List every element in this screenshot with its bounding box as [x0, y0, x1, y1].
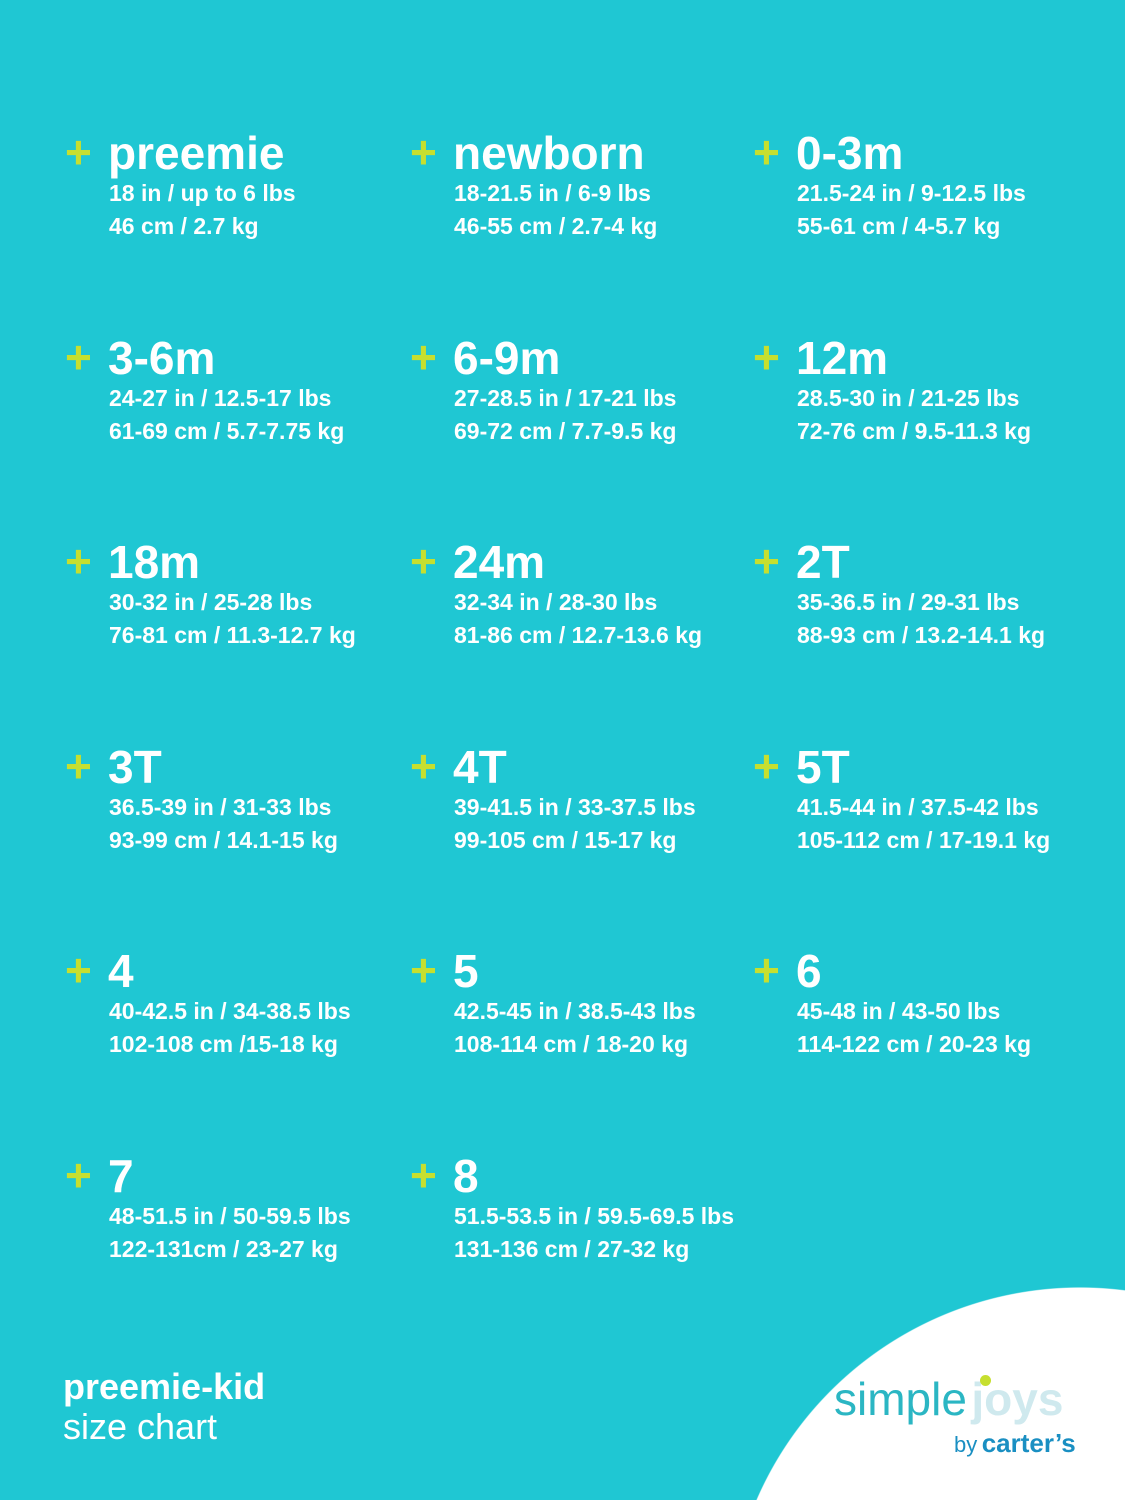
size-imperial: 36.5-39 in / 31-33 lbs: [109, 793, 332, 820]
size-imperial: 51.5-53.5 in / 59.5-69.5 lbs: [454, 1202, 734, 1229]
size-name: 6: [796, 945, 822, 997]
size-name: 2T: [796, 536, 850, 588]
size-name: 12m: [796, 331, 889, 384]
size-imperial: 45-48 in / 43-50 lbs: [797, 998, 1001, 1024]
size-imperial: 21.5-24 in / 9-12.5 lbs: [797, 180, 1026, 206]
size-metric: 81-86 cm / 12.7-13.6 kg: [454, 622, 703, 648]
size-imperial: 28.5-30 in / 21-25 lbs: [797, 384, 1020, 411]
plus-icon: +: [753, 944, 780, 996]
plus-icon: +: [410, 330, 437, 383]
size-metric: 93-99 cm / 14.1-15 kg: [109, 826, 338, 853]
size-metric: 55-61 cm / 4-5.7 kg: [797, 213, 1001, 239]
size-metric: 105-112 cm / 17-19.1 kg: [797, 826, 1051, 853]
size-name: preemie: [108, 127, 285, 179]
plus-icon: +: [65, 330, 92, 383]
plus-icon: +: [410, 739, 437, 792]
size-imperial: 42.5-45 in / 38.5-43 lbs: [454, 998, 696, 1024]
size-name: 8: [453, 1149, 479, 1202]
logo-joys: joys: [971, 1373, 1063, 1425]
size-metric: 72-76 cm / 9.5-11.3 kg: [797, 417, 1031, 444]
size-metric: 131-136 cm / 27-32 kg: [454, 1235, 690, 1262]
size-metric: 46-55 cm / 2.7-4 kg: [454, 213, 658, 239]
size-name: 24m: [453, 536, 546, 588]
size-imperial: 40-42.5 in / 34-38.5 lbs: [109, 998, 351, 1024]
size-imperial: 18-21.5 in / 6-9 lbs: [454, 180, 651, 206]
size-imperial: 18 in / up to 6 lbs: [109, 180, 296, 206]
size-imperial: 27-28.5 in / 17-21 lbs: [454, 384, 677, 411]
logo-by: by: [954, 1432, 978, 1457]
size-name: 4: [108, 945, 134, 997]
size-metric: 76-81 cm / 11.3-12.7 kg: [109, 622, 356, 648]
size-metric: 102-108 cm /15-18 kg: [109, 1031, 338, 1057]
size-name: 5T: [796, 740, 850, 793]
chart-title-line2: size chart: [63, 1406, 218, 1447]
plus-icon: +: [410, 1148, 437, 1201]
logo-simple: simple: [834, 1373, 967, 1425]
plus-icon: +: [410, 126, 437, 178]
logo-circle: [727, 1287, 1125, 1500]
chart-title: preemie-kid size chart: [63, 1368, 265, 1448]
plus-icon: +: [753, 330, 780, 383]
size-name: newborn: [453, 127, 645, 179]
logo-dot-icon: [980, 1375, 992, 1386]
plus-icon: +: [65, 944, 92, 996]
size-imperial: 41.5-44 in / 37.5-42 lbs: [797, 793, 1039, 820]
size-metric: 46 cm / 2.7 kg: [109, 213, 259, 239]
size-imperial: 48-51.5 in / 50-59.5 lbs: [109, 1202, 351, 1229]
size-name: 5: [453, 945, 479, 997]
size-name: 0-3m: [796, 127, 904, 179]
size-metric: 61-69 cm / 5.7-7.75 kg: [109, 417, 345, 444]
chart-title-line1: preemie-kid: [63, 1366, 266, 1407]
size-name: 6-9m: [453, 331, 561, 384]
size-metric: 108-114 cm / 18-20 kg: [454, 1031, 688, 1057]
size-name: 7: [108, 1149, 134, 1202]
plus-icon: +: [65, 535, 92, 587]
size-metric: 122-131cm / 23-27 kg: [109, 1235, 338, 1262]
size-imperial: 30-32 in / 25-28 lbs: [109, 589, 313, 615]
size-metric: 99-105 cm / 15-17 kg: [454, 826, 677, 853]
size-name: 3-6m: [108, 331, 216, 384]
plus-icon: +: [410, 944, 437, 996]
size-name: 3T: [108, 740, 162, 793]
size-metric: 69-72 cm / 7.7-9.5 kg: [454, 417, 677, 444]
size-name: 4T: [453, 740, 507, 793]
plus-icon: +: [65, 126, 92, 178]
plus-icon: +: [753, 739, 780, 792]
size-imperial: 24-27 in / 12.5-17 lbs: [109, 384, 332, 411]
size-imperial: 32-34 in / 28-30 lbs: [454, 589, 658, 615]
plus-icon: +: [410, 535, 437, 587]
size-imperial: 39-41.5 in / 33-37.5 lbs: [454, 793, 696, 820]
logo-by-carters: by carter’s: [954, 1428, 1076, 1459]
plus-icon: +: [753, 535, 780, 587]
logo-carters: carter’s: [981, 1428, 1076, 1458]
simple-joys-logo: simple joys by carter’s: [834, 1372, 1104, 1458]
size-metric: 88-93 cm / 13.2-14.1 kg: [797, 622, 1046, 648]
size-imperial: 35-36.5 in / 29-31 lbs: [797, 589, 1020, 615]
plus-icon: +: [753, 126, 780, 178]
plus-icon: +: [65, 739, 92, 792]
size-metric: 114-122 cm / 20-23 kg: [797, 1031, 1031, 1057]
size-name: 18m: [108, 536, 201, 588]
plus-icon: +: [65, 1148, 92, 1201]
